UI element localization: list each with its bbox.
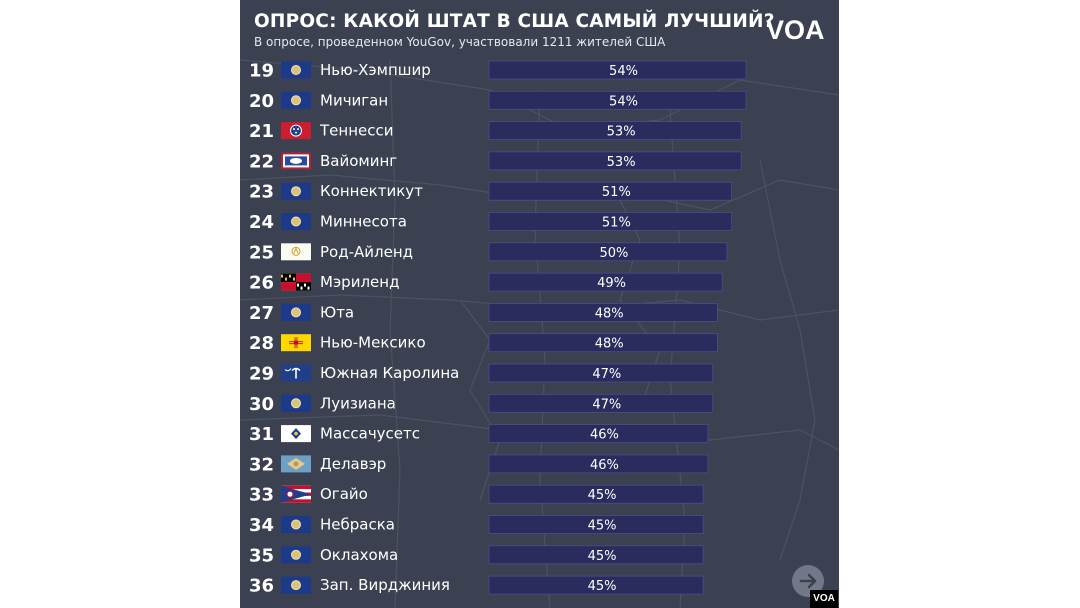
- bar: [488, 424, 709, 444]
- louisiana-flag-icon: [281, 394, 311, 412]
- rank-label: 30: [249, 394, 274, 415]
- value-label: 54%: [609, 94, 638, 109]
- value-label: 46%: [590, 458, 619, 473]
- state-name-label: Луизиана: [320, 394, 396, 412]
- new-mexico-flag-icon: [281, 334, 311, 352]
- state-name-label: Массачусетс: [320, 425, 420, 443]
- connecticut-flag-icon: [281, 182, 311, 200]
- voa-badge: VOA: [810, 590, 838, 608]
- value-label: 51%: [602, 185, 631, 200]
- nebraska-flag-icon: [281, 516, 311, 533]
- maryland-flag-icon: [281, 273, 311, 291]
- rank-label: 25: [249, 242, 274, 263]
- value-label: 45%: [588, 579, 617, 594]
- bar: [488, 90, 747, 110]
- state-name-label: Делавэр: [320, 455, 386, 473]
- state-name-label: Южная Каролина: [320, 364, 459, 382]
- infographic-card: ОПРОС: КАКОЙ ШТАТ В США САМЫЙ ЛУЧШИЙ? В …: [240, 0, 839, 608]
- bar: [488, 121, 742, 140]
- bar: [488, 333, 718, 353]
- new-hampshire-flag-icon: [281, 61, 311, 79]
- rank-label: 33: [249, 485, 274, 506]
- value-label: 47%: [592, 397, 621, 412]
- state-name-label: Небраска: [320, 516, 395, 534]
- rank-label: 36: [249, 576, 274, 597]
- rank-label: 28: [249, 333, 274, 354]
- bar: [488, 575, 704, 595]
- bar: [488, 393, 714, 413]
- state-name-label: Юта: [320, 303, 354, 321]
- state-name-label: Миннесота: [320, 213, 407, 231]
- bar: [488, 151, 742, 171]
- rank-label: 35: [249, 545, 274, 566]
- chart-subtitle: В опросе, проведенном YouGov, участвовал…: [254, 35, 666, 49]
- rank-label: 23: [249, 182, 274, 203]
- tennessee-flag-icon: [281, 122, 311, 140]
- michigan-flag-icon: [281, 91, 311, 109]
- rank-label: 31: [249, 424, 274, 445]
- bar: [488, 515, 704, 534]
- bar: [488, 212, 733, 231]
- state-name-label: Мичиган: [320, 91, 388, 109]
- value-label: 48%: [595, 306, 624, 321]
- value-label: 48%: [595, 337, 624, 352]
- rank-label: 20: [249, 91, 274, 112]
- value-label: 51%: [602, 216, 631, 231]
- oklahoma-flag-icon: [281, 546, 311, 564]
- state-name-label: Огайо: [320, 485, 368, 503]
- state-name-label: Мэриленд: [320, 273, 399, 291]
- value-label: 45%: [588, 549, 617, 564]
- voa-logo: VOA: [766, 15, 825, 43]
- rank-label: 21: [249, 121, 274, 142]
- ohio-flag-icon: [281, 485, 311, 503]
- bar: [488, 454, 709, 474]
- rank-label: 34: [249, 515, 274, 536]
- rank-label: 29: [249, 364, 274, 385]
- rank-label: 19: [249, 61, 274, 82]
- value-label: 49%: [597, 276, 626, 291]
- bar: [488, 363, 714, 383]
- state-name-label: Коннектикут: [320, 182, 423, 200]
- state-name-label: Оклахома: [320, 546, 398, 564]
- bar: [488, 272, 723, 292]
- rank-label: 32: [249, 454, 274, 475]
- bar: [488, 60, 747, 80]
- rank-label: 27: [249, 303, 274, 324]
- minnesota-flag-icon: [281, 213, 311, 230]
- value-label: 46%: [590, 428, 619, 443]
- rhode-island-flag-icon: [281, 243, 311, 261]
- voa-logo-text: VOA: [766, 15, 825, 43]
- chart-title: ОПРОС: КАКОЙ ШТАТ В США САМЫЙ ЛУЧШИЙ?: [254, 11, 775, 32]
- value-label: 47%: [592, 367, 621, 382]
- rank-label: 24: [249, 212, 274, 233]
- west-virginia-flag-icon: [281, 576, 311, 594]
- state-name-label: Нью-Мексико: [320, 334, 426, 352]
- value-label: 53%: [607, 155, 636, 170]
- value-label: 54%: [609, 64, 638, 79]
- arrow-right-icon: [799, 573, 817, 589]
- value-label: 45%: [588, 488, 617, 503]
- state-name-label: Зап. Вирджиния: [320, 576, 450, 594]
- value-label: 45%: [588, 519, 617, 534]
- delaware-flag-icon: [281, 455, 311, 473]
- utah-flag-icon: [281, 303, 311, 321]
- bar: [488, 242, 728, 262]
- bar: [488, 302, 718, 322]
- value-label: 53%: [607, 125, 636, 140]
- state-name-label: Род-Айленд: [320, 243, 413, 261]
- south-carolina-flag-icon: [281, 364, 311, 382]
- bar: [488, 484, 704, 504]
- bar-chart: 19 Нью-Хэмпшир 54% 20 Мичиган 54% 21 Теннесси 53…: [249, 60, 747, 597]
- massachusetts-flag-icon: [281, 425, 311, 443]
- bar: [488, 545, 704, 565]
- state-name-label: Теннесси: [319, 122, 393, 140]
- rank-label: 22: [249, 151, 274, 172]
- value-label: 50%: [600, 246, 629, 261]
- state-name-label: Нью-Хэмпшир: [320, 61, 431, 79]
- wyoming-flag-icon: [281, 152, 311, 170]
- state-name-label: Вайоминг: [320, 152, 397, 170]
- bar: [488, 181, 733, 201]
- rank-label: 26: [249, 273, 274, 294]
